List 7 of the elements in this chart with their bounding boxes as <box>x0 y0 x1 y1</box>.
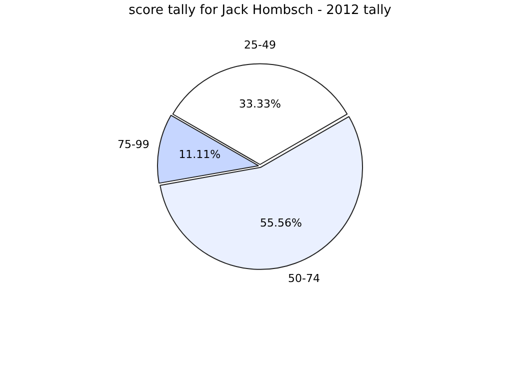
slice-label: 75-99 <box>117 138 150 151</box>
slice-label: 50-74 <box>288 272 320 286</box>
slice-label: 25-49 <box>244 38 276 52</box>
data-label: 11.11% <box>178 148 221 162</box>
data-label: 33.33% <box>239 98 281 111</box>
chart-title: score tally for Jack Hombsch - 2012 tally <box>128 2 392 20</box>
data-label: 55.56% <box>260 216 302 230</box>
